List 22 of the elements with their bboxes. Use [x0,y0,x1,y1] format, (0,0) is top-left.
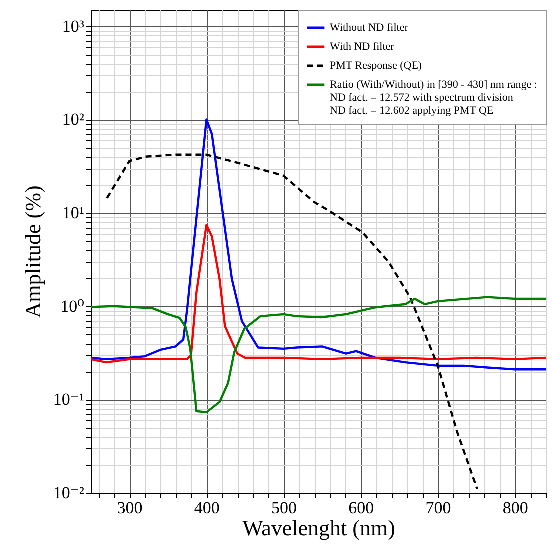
y-tick-label: 10³ [62,16,84,36]
legend-label: With ND filter [330,41,395,53]
y-tick-label: 10⁻² [53,484,84,502]
line-series [106,154,478,490]
x-tick-label: 800 [502,498,528,518]
x-tick-label: 300 [117,498,143,518]
line-series [91,296,546,414]
legend-label: Without ND filter [330,22,409,34]
line-series [91,224,546,364]
y-tick-label: 10⁰ [60,296,85,316]
y-tick-label: 10¹ [62,204,84,223]
y-tick-label: 10⁻¹ [53,390,84,410]
x-tick-label: 500 [272,498,298,518]
x-axis-title: Wavelenght (nm) [242,516,396,540]
legend-label: Ratio (With/Without) in [390 - 430] nm range : ND fact. = 12.572 with spectrum division ND fact. = 12.602 applying PMT QE [330,79,538,117]
x-tick-label: 700 [426,498,452,518]
x-tick-label: 600 [348,498,374,518]
y-axis-title: Amplitude (%) [20,186,46,318]
y-tick-label: 10² [62,110,84,130]
line-series [91,118,546,371]
legend-label: PMT Response (QE) [330,60,422,72]
x-tick-label: 400 [194,498,220,518]
